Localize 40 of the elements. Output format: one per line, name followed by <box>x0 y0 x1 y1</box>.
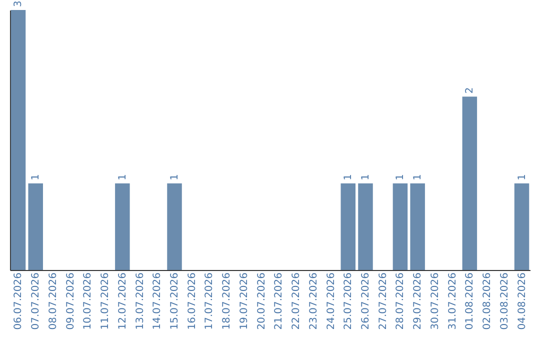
x-tick-label: 28.07.2026 <box>395 272 406 330</box>
x-tick-label: 04.08.2026 <box>516 272 528 330</box>
x-tick-label: 17.07.2026 <box>204 272 216 330</box>
x-tick-label: 22.07.2026 <box>291 272 302 330</box>
x-tick-label: 19.07.2026 <box>238 272 250 330</box>
x-tick-label: 31.07.2026 <box>447 272 458 330</box>
data-label: 1 <box>516 174 528 180</box>
x-tick-label: 08.07.2026 <box>48 272 59 330</box>
x-tick-label: 21.07.2026 <box>274 272 285 330</box>
x-tick-label: 10.07.2026 <box>82 272 94 330</box>
data-label: 2 <box>464 87 476 94</box>
x-tick-label: 20.07.2026 <box>256 272 268 330</box>
data-label: 1 <box>412 174 424 180</box>
x-tick-label: 03.08.2026 <box>499 272 510 330</box>
x-tick-label: 29.07.2026 <box>412 272 424 330</box>
x-tick-label: 24.07.2026 <box>326 272 337 330</box>
x-tick-label: 12.07.2026 <box>117 272 128 330</box>
x-tick-label: 16.07.2026 <box>186 272 198 330</box>
x-tick-label: 01.08.2026 <box>464 272 476 330</box>
x-tick-label: 18.07.2026 <box>222 272 233 330</box>
x-tick-label: 09.07.2026 <box>65 272 76 330</box>
x-tick-label: 07.07.2026 <box>30 272 42 330</box>
data-label: 1 <box>117 174 128 180</box>
data-label: 1 <box>170 174 181 180</box>
x-tick-label: 06.07.2026 <box>13 272 24 330</box>
data-label: 1 <box>360 174 372 180</box>
x-tick-label: 25.07.2026 <box>343 272 354 330</box>
data-label: 1 <box>30 174 42 180</box>
x-tick-label: 30.07.2026 <box>430 272 441 330</box>
data-label: 3 <box>13 0 24 7</box>
x-tick-label: 26.07.2026 <box>360 272 372 330</box>
x-tick-label: 02.08.2026 <box>482 272 494 330</box>
x-tick-label: 11.07.2026 <box>100 272 112 330</box>
data-label: 1 <box>343 174 354 180</box>
x-tick-label: 14.07.2026 <box>152 272 164 330</box>
x-tick-label: 27.07.2026 <box>378 272 389 330</box>
x-tick-label: 13.07.2026 <box>134 272 146 330</box>
data-label: 1 <box>395 174 406 180</box>
x-tick-label: 23.07.2026 <box>308 272 320 330</box>
x-tick-label: 15.07.2026 <box>170 272 181 330</box>
